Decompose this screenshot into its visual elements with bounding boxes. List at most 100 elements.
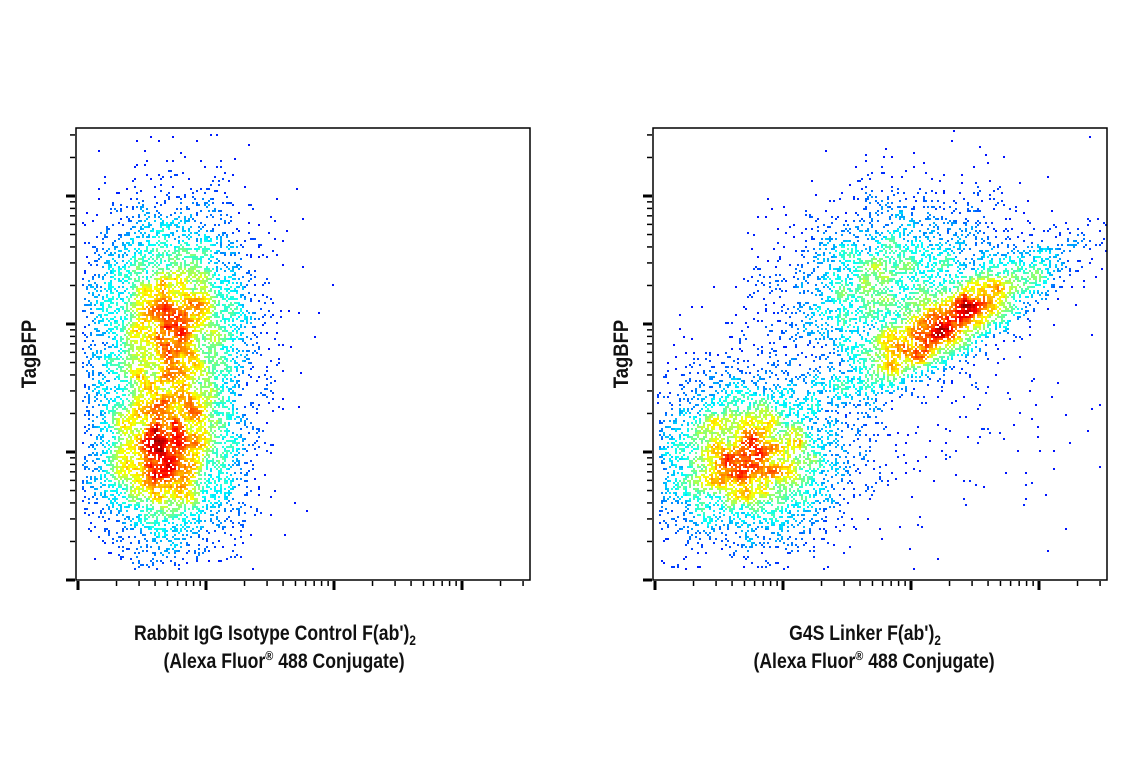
density-point xyxy=(108,300,110,302)
density-point xyxy=(112,352,114,354)
density-point xyxy=(202,298,204,300)
density-point xyxy=(82,362,84,364)
density-point xyxy=(196,190,198,192)
density-point xyxy=(138,278,140,280)
density-point xyxy=(168,356,170,358)
density-point xyxy=(236,302,238,304)
density-point xyxy=(206,460,208,462)
density-point xyxy=(126,206,128,208)
density-point xyxy=(170,318,172,320)
density-point xyxy=(200,302,202,304)
density-point xyxy=(178,330,180,332)
density-point xyxy=(140,312,142,314)
density-point xyxy=(176,258,178,260)
density-point xyxy=(180,446,182,448)
density-point xyxy=(208,310,210,312)
density-point xyxy=(184,440,186,442)
density-point xyxy=(154,422,156,424)
density-point xyxy=(160,288,162,290)
density-point xyxy=(216,322,218,324)
density-point xyxy=(176,196,178,198)
density-point xyxy=(134,286,136,288)
density-point xyxy=(102,444,104,446)
density-point xyxy=(232,318,234,320)
density-point xyxy=(232,446,234,448)
density-point xyxy=(160,362,162,364)
density-point xyxy=(144,314,146,316)
density-point xyxy=(124,248,126,250)
density-point xyxy=(92,424,94,426)
density-point xyxy=(118,384,120,386)
density-point xyxy=(220,312,222,314)
density-point xyxy=(144,374,146,376)
density-point xyxy=(144,448,146,450)
density-point xyxy=(258,300,260,302)
density-point xyxy=(182,432,184,434)
density-point xyxy=(254,284,256,286)
density-point xyxy=(158,422,160,424)
density-point xyxy=(258,346,260,348)
density-point xyxy=(232,414,234,416)
density-point xyxy=(168,320,170,322)
density-point xyxy=(172,288,174,290)
density-point xyxy=(114,442,116,444)
density-point xyxy=(92,286,94,288)
density-point xyxy=(92,340,94,342)
density-point xyxy=(226,300,228,302)
density-point xyxy=(134,178,136,180)
density-point xyxy=(212,324,214,326)
density-point xyxy=(142,302,144,304)
density-point xyxy=(136,352,138,354)
density-point xyxy=(160,304,162,306)
density-point xyxy=(182,416,184,418)
density-point xyxy=(190,450,192,452)
density-point xyxy=(202,398,204,400)
density-point xyxy=(174,416,176,418)
density-point xyxy=(224,322,226,324)
density-point xyxy=(172,186,174,188)
density-point xyxy=(146,218,148,220)
density-point xyxy=(98,294,100,296)
density-point xyxy=(186,306,188,308)
density-point xyxy=(208,278,210,280)
density-point xyxy=(218,358,220,360)
density-point xyxy=(224,436,226,438)
density-point xyxy=(212,228,214,230)
density-point xyxy=(94,400,96,402)
density-point xyxy=(200,406,202,408)
density-point xyxy=(160,322,162,324)
density-point xyxy=(220,292,222,294)
density-point xyxy=(214,442,216,444)
density-point xyxy=(126,304,128,306)
density-point xyxy=(130,312,132,314)
density-point xyxy=(170,406,172,408)
density-point xyxy=(188,356,190,358)
density-point xyxy=(172,318,174,320)
density-point xyxy=(164,224,166,226)
density-point xyxy=(146,212,148,214)
density-point xyxy=(210,278,212,280)
density-point xyxy=(220,442,222,444)
density-point xyxy=(198,280,200,282)
density-point xyxy=(166,380,168,382)
density-point xyxy=(180,262,182,264)
density-point xyxy=(142,290,144,292)
density-point xyxy=(228,414,230,416)
density-point xyxy=(154,406,156,408)
density-point xyxy=(130,418,132,420)
density-point xyxy=(130,378,132,380)
density-point xyxy=(104,288,106,290)
density-point xyxy=(110,398,112,400)
density-point xyxy=(158,308,160,310)
density-point xyxy=(224,252,226,254)
density-point xyxy=(184,460,186,462)
density-point xyxy=(206,452,208,454)
density-point xyxy=(110,298,112,300)
density-point xyxy=(96,452,98,454)
density-point xyxy=(122,450,124,452)
density-point xyxy=(174,286,176,288)
density-point xyxy=(170,320,172,322)
density-point xyxy=(196,314,198,316)
density-point xyxy=(174,324,176,326)
density-point xyxy=(190,350,192,352)
